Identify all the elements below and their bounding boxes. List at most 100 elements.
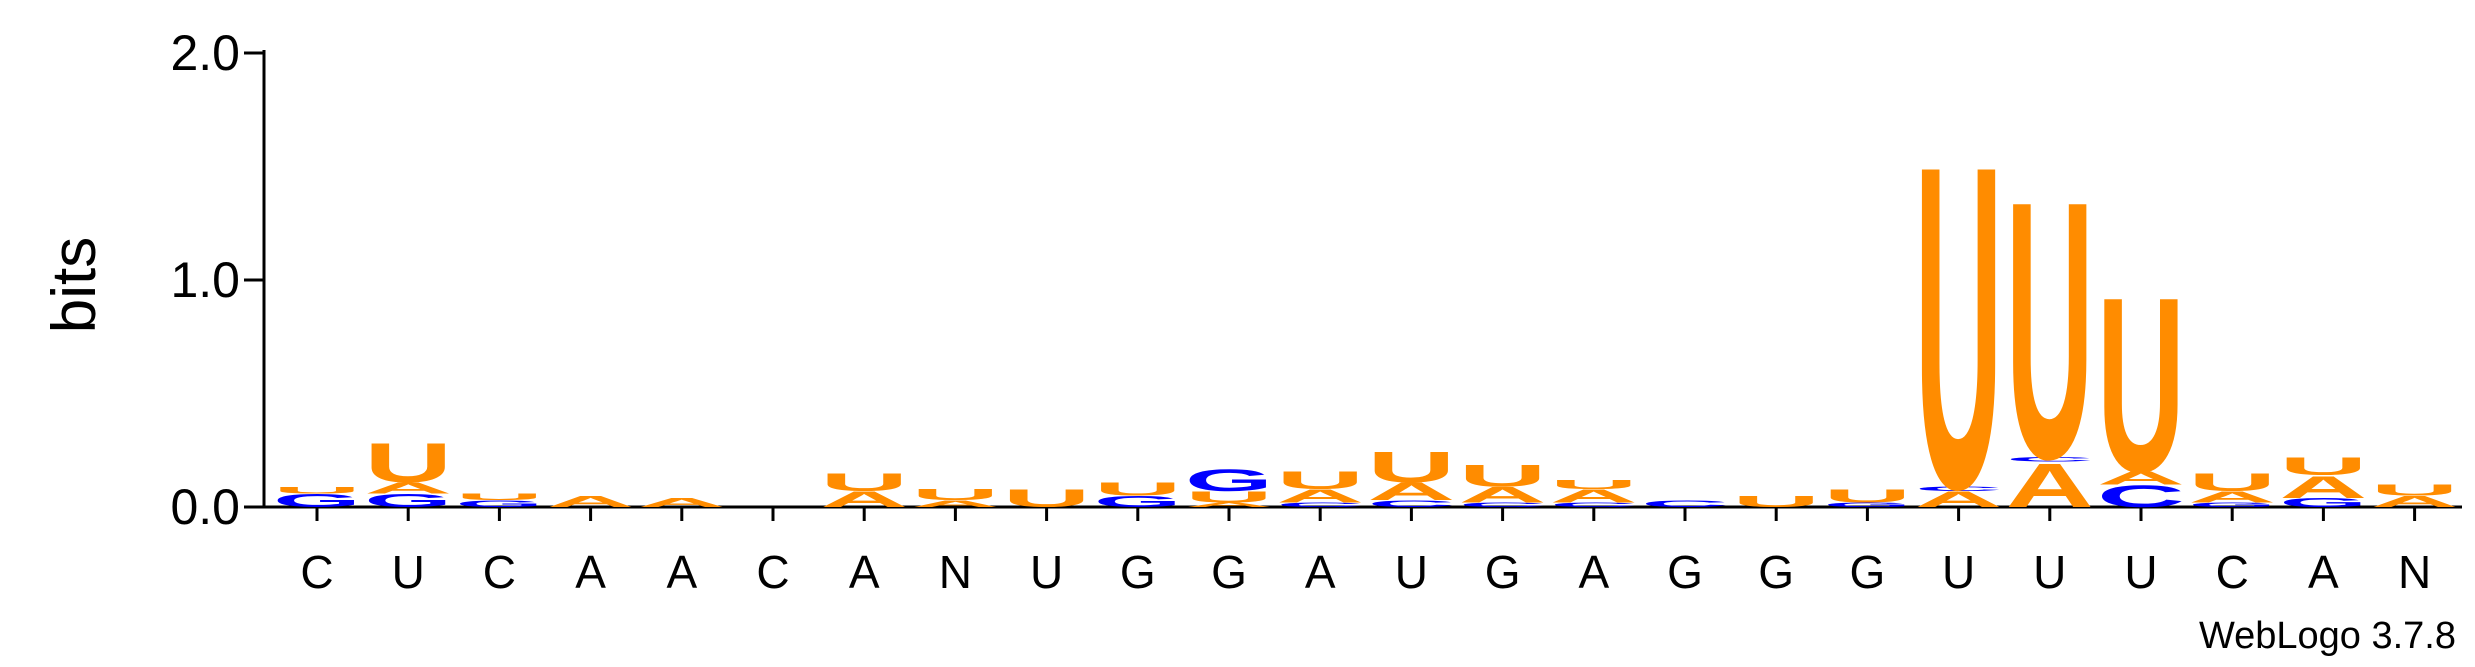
letter-group: U (1550, 478, 1638, 492)
logo-letter: A (2371, 493, 2459, 510)
letter-group: U (1915, 69, 2003, 585)
letter-group: A (2371, 493, 2459, 510)
letter-group: U (1003, 485, 1091, 513)
logo-letter: C (1915, 486, 2003, 493)
letter-group: A (1185, 501, 1273, 508)
logo-letter: U (2006, 125, 2094, 536)
letter-group: G (455, 499, 543, 509)
letter-group: U (1823, 486, 1911, 507)
letter-group: U (1094, 479, 1182, 500)
letter-group: A (1550, 486, 1638, 507)
logo-letter: U (1276, 467, 1364, 495)
letter-group: U (1276, 467, 1364, 495)
letter-group: U (911, 486, 999, 503)
x-tick-label: C (300, 546, 333, 598)
x-tick-label: A (849, 546, 880, 598)
letter-group: G (1185, 463, 1273, 498)
x-tick-label: A (575, 546, 606, 598)
letter-group: A (2188, 489, 2276, 506)
letter-group: G (364, 490, 452, 511)
x-tick-label: G (1850, 546, 1886, 598)
logo-letter: A (911, 499, 999, 509)
x-tick-label: C (483, 546, 516, 598)
letter-group: U (2188, 469, 2276, 497)
letter-group: G (273, 490, 361, 511)
letter-group: U (2279, 453, 2367, 481)
letter-group: C (1367, 499, 1455, 509)
letter-group: A (1367, 478, 1455, 506)
letter-group: A (1459, 483, 1547, 507)
logo-letter: U (1823, 486, 1911, 507)
letter-group: U (364, 432, 452, 494)
logo-letter: U (455, 492, 543, 502)
x-tick-label: G (1211, 546, 1247, 598)
logo-letter: A (2097, 468, 2185, 489)
x-tick-label: U (1395, 546, 1428, 598)
logo-letter: C (1276, 501, 1364, 508)
logo-letter: G (2188, 501, 2276, 508)
x-tick-label: A (2308, 546, 2339, 598)
logo-letter: C (1367, 499, 1455, 509)
logo-letter: U (273, 485, 361, 495)
letter-group: U (1185, 489, 1273, 506)
logo-letter: C (1459, 501, 1547, 508)
letter-group: C (1915, 486, 2003, 493)
x-tick-label: G (1758, 546, 1794, 598)
letter-group: C (1550, 501, 1638, 508)
logo-letter: U (1185, 489, 1273, 506)
logo-letter: G (364, 490, 452, 511)
logo-letter: G (1823, 501, 1911, 508)
letter-group: G (1094, 493, 1182, 510)
y-axis-label: bits (40, 237, 109, 333)
logo-letter: U (364, 432, 452, 494)
letter-group: U (820, 469, 908, 497)
footer: WebLogo 3.7.8 (2199, 615, 2456, 657)
logo-letter: U (1094, 479, 1182, 500)
letter-group: A (911, 499, 999, 509)
letter-group: U (1367, 443, 1455, 492)
y-tick-label: 1.0 (170, 252, 240, 308)
letter-group: U (2097, 246, 2185, 524)
logo-letter: A (638, 496, 726, 510)
logo-letter: A (2279, 470, 2367, 505)
x-tick-label: U (1942, 546, 1975, 598)
letter-group: U (273, 485, 361, 495)
logo-letter: U (1003, 485, 1091, 513)
x-tick-label: A (1305, 546, 1336, 598)
logo-letter: A (2006, 451, 2094, 521)
x-tick-label: U (392, 546, 425, 598)
x-tick-label: C (2216, 546, 2249, 598)
letter-group: U (455, 492, 543, 502)
letter-group: U (1459, 458, 1547, 493)
letter-group: A (638, 496, 726, 510)
logo-letter: A (547, 493, 635, 510)
logo-letter: A (1550, 486, 1638, 507)
logo-letter: U (2097, 246, 2185, 524)
letter-group: A (1915, 487, 2003, 511)
letter-group: U (2006, 125, 2094, 536)
logo-letter: C (1550, 501, 1638, 508)
logo-letter: A (2188, 489, 2276, 506)
logo-letter: A (820, 487, 908, 511)
letter-group: G (2279, 496, 2367, 510)
letter-group: C (1276, 501, 1364, 508)
y-tick-label: 2.0 (170, 25, 240, 81)
logo-letter: A (364, 479, 452, 496)
letter-group: C (2097, 479, 2185, 514)
logo-letter: U (1732, 493, 1820, 510)
logo-letter: A (1915, 487, 2003, 511)
letter-group: A (1276, 486, 1364, 507)
logo-letter: A (1459, 483, 1547, 507)
x-tick-label: U (1030, 546, 1063, 598)
logo-letter: G (455, 499, 543, 509)
logo-letter: A (1276, 486, 1364, 507)
x-tick-label: N (939, 546, 972, 598)
logo-letter: U (1915, 69, 2003, 585)
logo-letter: A (1367, 478, 1455, 506)
logo-letter: U (1550, 478, 1638, 492)
logo-letter: G (273, 490, 361, 511)
letter-group: U (2371, 482, 2459, 499)
x-tick-label: C (756, 546, 789, 598)
letter-group: G (1823, 501, 1911, 508)
